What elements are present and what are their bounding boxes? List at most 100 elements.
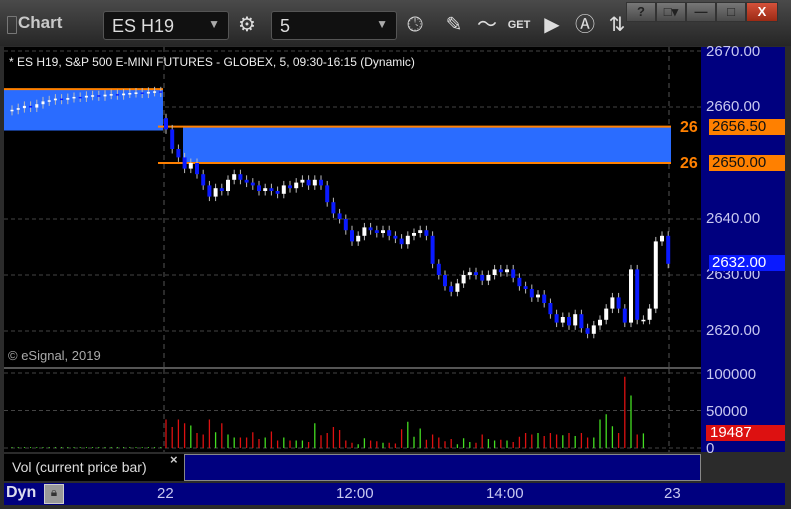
- candle-body: [412, 233, 416, 236]
- volume-tick: 50000: [706, 403, 748, 420]
- candle-body: [244, 179, 249, 183]
- link-button[interactable]: □▾: [656, 2, 686, 22]
- candle-body: [319, 179, 323, 186]
- level-low-price: 2650.00: [709, 155, 785, 171]
- level-tag-low: 26: [680, 155, 698, 172]
- candle-body: [219, 188, 224, 191]
- candle-body: [41, 101, 45, 105]
- price-axis[interactable]: 2670.00 2660.00 2640.00 2630.00 2620.00 …: [701, 43, 785, 457]
- chart-description: * ES H19, S&P 500 E-MINI FUTURES - GLOBE…: [9, 55, 415, 69]
- candle-body: [362, 227, 367, 236]
- time-axis[interactable]: Dyn 🔒︎ 22 12:00 14:00 23: [4, 483, 785, 505]
- interval-value: 5: [280, 16, 291, 36]
- maximize-button[interactable]: □: [716, 2, 746, 22]
- candle-body: [492, 269, 497, 275]
- volume-label: Vol (current price bar): [12, 459, 147, 475]
- candle-body: [176, 149, 181, 158]
- drag-handle-icon[interactable]: [7, 16, 17, 34]
- close-button[interactable]: X: [746, 2, 778, 22]
- premarket-zone: [4, 89, 163, 131]
- studies-icon[interactable]: 〜: [477, 14, 497, 36]
- candle-body: [449, 286, 454, 292]
- settings-icon[interactable]: ⚙: [238, 14, 256, 36]
- volume-tick: 0: [706, 440, 715, 457]
- candle-body: [53, 98, 57, 101]
- get-icon[interactable]: GET: [507, 19, 531, 31]
- candle-body: [84, 95, 88, 98]
- candle-body: [517, 277, 522, 287]
- candle-body: [548, 303, 553, 315]
- candle-body: [66, 98, 70, 100]
- candle-body: [159, 91, 163, 93]
- candle-body: [312, 179, 317, 186]
- current-price: 2632.00: [709, 255, 785, 271]
- candle-body: [182, 157, 187, 169]
- price-label: 2670.00: [706, 43, 761, 60]
- candle-body: [35, 104, 39, 108]
- lock-icon[interactable]: 🔒︎: [44, 484, 64, 504]
- candle-body: [263, 188, 268, 191]
- candle-body: [343, 219, 348, 231]
- price-label: 2620.00: [706, 322, 761, 339]
- candle-body: [629, 269, 633, 323]
- candle-body: [269, 188, 274, 191]
- candle-body: [573, 314, 578, 326]
- alert-icon[interactable]: Ⓐ: [575, 14, 595, 36]
- candle-body: [635, 269, 640, 320]
- level-tag-high: 26: [680, 119, 698, 136]
- title-bar: Chart ES H19 ▼ ⚙ 5 ▼ 🕓︎ ✎ 〜 GET ▶ Ⓐ ⇅ ? □▾…: [0, 0, 791, 46]
- candle-body: [598, 319, 602, 326]
- candle-body: [486, 275, 491, 281]
- play-icon[interactable]: ▶: [544, 14, 560, 36]
- candle-body: [226, 179, 230, 191]
- help-button[interactable]: ?: [626, 2, 656, 22]
- minimize-button[interactable]: —: [686, 2, 716, 22]
- candle-body: [498, 269, 503, 273]
- dynamic-mode[interactable]: Dyn: [6, 484, 37, 501]
- candle-body: [109, 94, 113, 96]
- interval-select[interactable]: 5 ▼: [271, 11, 397, 40]
- candle-body: [134, 92, 138, 94]
- candle-body: [529, 289, 534, 298]
- candle-body: [647, 308, 652, 320]
- candle-body: [436, 263, 441, 275]
- candle-body: [207, 185, 212, 197]
- candle-body: [300, 179, 305, 183]
- candle-body: [505, 269, 509, 273]
- candle-body: [567, 317, 571, 326]
- candle-body: [153, 91, 157, 93]
- candle-body: [374, 230, 379, 233]
- candle-body: [461, 275, 466, 284]
- time-tick: 14:00: [486, 485, 524, 502]
- candle-body: [430, 235, 435, 264]
- volume-pane[interactable]: [4, 369, 701, 452]
- candle-body: [641, 319, 646, 322]
- candle-body: [511, 269, 516, 278]
- candle-body: [523, 286, 528, 289]
- candle-body: [443, 275, 447, 287]
- candle-body: [542, 294, 547, 303]
- price-chart[interactable]: * ES H19, S&P 500 E-MINI FUTURES - GLOBE…: [4, 47, 701, 367]
- candle-body: [399, 238, 404, 245]
- time-tick: 22: [157, 485, 174, 502]
- candle-body: [653, 241, 658, 309]
- candle-body: [387, 230, 392, 236]
- candle-body: [140, 92, 144, 94]
- candle-body: [418, 230, 423, 233]
- chevron-down-icon: ▼: [208, 17, 220, 31]
- candle-body: [474, 272, 478, 275]
- price-label: 2640.00: [706, 210, 761, 227]
- candle-body: [91, 95, 95, 97]
- refresh-icon[interactable]: ⇅: [608, 14, 626, 36]
- close-icon[interactable]: ×: [170, 452, 178, 467]
- clock-icon[interactable]: 🕓︎: [407, 14, 423, 36]
- candle-body: [288, 185, 292, 189]
- symbol-select[interactable]: ES H19 ▼: [103, 11, 229, 40]
- pane-divider[interactable]: [4, 367, 785, 369]
- candle-body: [275, 191, 280, 194]
- candle-body: [560, 317, 565, 323]
- candle-body: [128, 93, 132, 95]
- pencil-icon[interactable]: ✎: [445, 14, 463, 36]
- candle-body: [232, 174, 237, 180]
- copyright: © eSignal, 2019: [8, 348, 101, 363]
